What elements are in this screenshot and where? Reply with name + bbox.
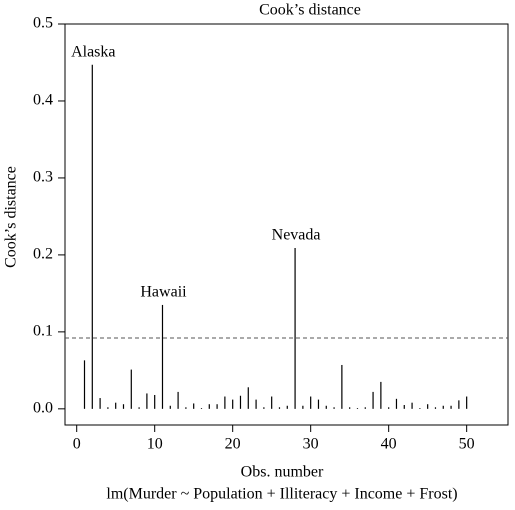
y-tick-label: 0.2 xyxy=(33,246,53,263)
chart-title: Cook’s distance xyxy=(259,2,361,19)
x-tick-label: 40 xyxy=(381,436,397,453)
x-axis-label: Obs. number xyxy=(241,464,324,481)
point-label: Alaska xyxy=(71,43,115,60)
y-tick-label: 0.3 xyxy=(33,169,53,186)
x-tick-label: 0 xyxy=(73,436,81,453)
y-axis-label: Cook’s distance xyxy=(3,166,20,268)
y-tick-label: 0.5 xyxy=(33,15,53,32)
x-tick-label: 30 xyxy=(303,436,319,453)
y-tick-label: 0.4 xyxy=(33,92,53,109)
y-tick-label: 0.1 xyxy=(33,323,53,340)
x-tick-label: 10 xyxy=(147,436,163,453)
x-tick-label: 50 xyxy=(459,436,475,453)
y-tick-label: 0.0 xyxy=(33,400,53,417)
plot-frame xyxy=(64,23,509,426)
point-label: Hawaii xyxy=(140,284,187,301)
point-label: Nevada xyxy=(272,227,321,244)
subtitle: lm(Murder ~ Population + Illiteracy + In… xyxy=(106,486,457,503)
x-tick-label: 20 xyxy=(225,436,241,453)
